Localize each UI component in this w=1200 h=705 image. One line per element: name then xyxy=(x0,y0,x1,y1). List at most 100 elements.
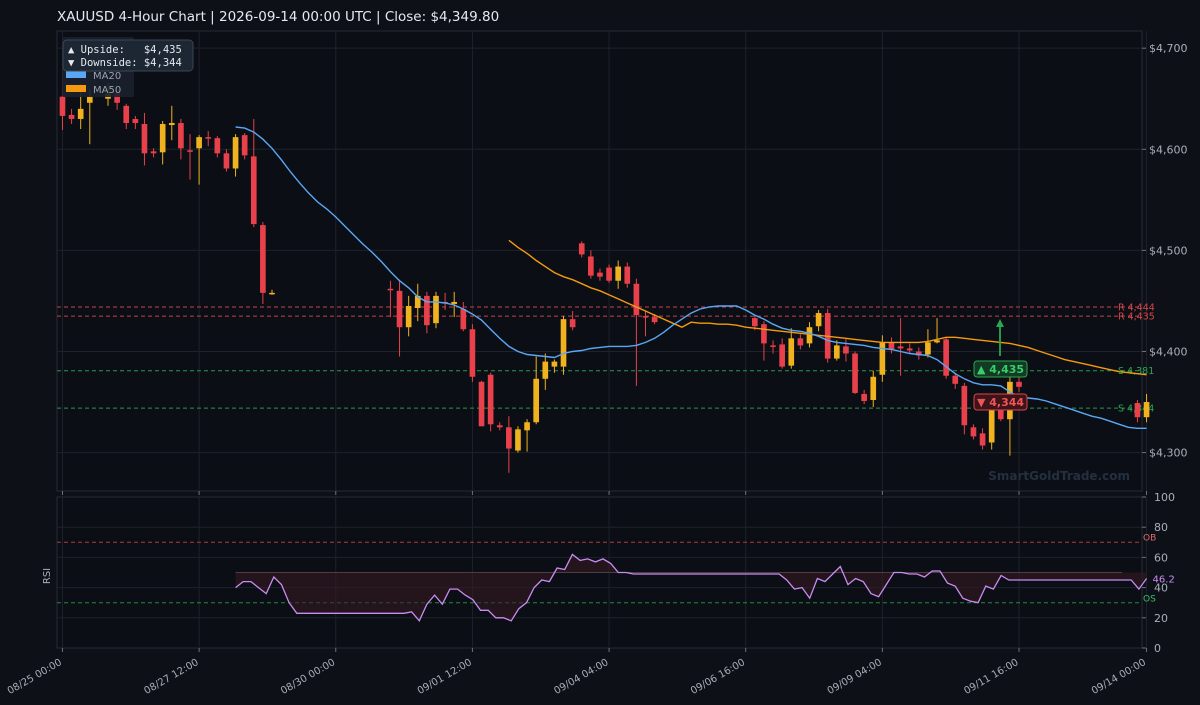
time-tick-label: 08/25 00:00 xyxy=(6,657,64,697)
time-tick-label: 09/04 04:00 xyxy=(552,657,610,697)
candle-body xyxy=(214,138,221,154)
candle-body xyxy=(159,124,166,153)
candle-body xyxy=(797,338,804,346)
candle-body xyxy=(387,288,394,291)
price-tick-label: $4,600 xyxy=(1149,143,1188,156)
candle-body xyxy=(496,425,503,428)
candle-body xyxy=(752,318,758,327)
rsi-tick-label: 100 xyxy=(1154,491,1175,504)
candle-body xyxy=(405,305,412,328)
legend-label-ma50: MA50 xyxy=(93,85,121,96)
candle-body xyxy=(250,156,257,225)
candle-body xyxy=(551,361,558,367)
time-tick-label: 09/09 04:00 xyxy=(826,657,884,697)
rsi-tick-label: 60 xyxy=(1154,551,1168,564)
candle-body xyxy=(260,225,266,293)
candle-body xyxy=(915,351,922,356)
candle-body xyxy=(187,150,193,152)
candle-body xyxy=(633,283,640,316)
rsi-tick-label: 20 xyxy=(1154,612,1168,625)
rsi-line xyxy=(235,553,1148,622)
candle-body xyxy=(460,309,467,330)
candle-body xyxy=(843,346,849,354)
candle-body xyxy=(815,313,822,327)
candle-body xyxy=(833,345,840,359)
candle-body xyxy=(1134,403,1141,418)
candle-body xyxy=(451,301,458,304)
ma20-line xyxy=(235,126,1147,429)
upside-target-label: ▲ 4,435 xyxy=(977,363,1024,376)
rsi-axis-label: RSI xyxy=(42,568,53,584)
candle-body xyxy=(396,290,403,328)
candle-body xyxy=(205,137,212,139)
price-tick-label: $4,400 xyxy=(1149,345,1188,358)
target-box-downside: ▼ Downside: $4,344 xyxy=(68,57,182,69)
watermark: SmartGoldTrade.com xyxy=(988,469,1130,483)
candle-body xyxy=(424,295,430,326)
rsi-overbought-label: OB xyxy=(1143,533,1156,543)
candle-body xyxy=(979,433,986,446)
candle-body xyxy=(806,327,813,344)
candle-body xyxy=(132,118,139,123)
candle-body xyxy=(241,135,248,156)
candle-body xyxy=(997,407,1004,420)
candle-body xyxy=(569,319,576,328)
resistance-level-label: R 4,435 xyxy=(1118,312,1155,323)
target-box-bg xyxy=(62,39,194,72)
time-tick-label: 09/14 00:00 xyxy=(1090,657,1148,697)
candle-body xyxy=(597,272,603,277)
candle-body xyxy=(542,361,549,379)
candle-body xyxy=(861,393,867,402)
candle-body xyxy=(615,266,621,281)
chart-title: XAUUSD 4-Hour Chart | 2026-09-14 00:00 U… xyxy=(57,9,499,25)
rsi-tick-label: 0 xyxy=(1154,642,1161,655)
rsi-oversold-label: OS xyxy=(1143,595,1156,605)
candle-body xyxy=(642,316,649,318)
candle-body xyxy=(232,137,239,169)
candle-body xyxy=(788,338,795,366)
candle-body xyxy=(515,429,521,451)
legend-label-ma20: MA20 xyxy=(93,71,121,82)
candle-body xyxy=(433,295,439,324)
candle-body xyxy=(223,153,230,169)
candle-body xyxy=(506,427,512,449)
candle-body xyxy=(606,267,612,281)
upside-target-badge xyxy=(973,360,1028,378)
candle-body xyxy=(487,374,494,425)
candle-body xyxy=(970,427,977,437)
price-axis: $4,300 $4,400 $4,500 $4,600 $4,700 xyxy=(1142,42,1188,460)
legend-swatch-ma50 xyxy=(66,85,86,92)
candle-body xyxy=(59,96,66,116)
rsi-tick-label: 40 xyxy=(1154,582,1168,595)
candle-body xyxy=(478,381,485,427)
rsi-axis: 0 20 40 60 80 100 OB OS xyxy=(1142,491,1175,655)
candle-body xyxy=(196,137,202,149)
candle-body xyxy=(414,295,421,309)
candle-body xyxy=(906,348,913,351)
price-tick-label: $4,700 xyxy=(1149,42,1188,55)
candle-body xyxy=(651,317,658,323)
time-tick-label: 09/11 16:00 xyxy=(962,657,1020,697)
target-box: ▲ Upside: $4,435 ▼ Downside: $4,344 xyxy=(62,39,194,72)
moving-average-lines xyxy=(235,126,1147,429)
candle-body xyxy=(560,319,567,367)
candle-body xyxy=(77,108,84,119)
candle-body xyxy=(624,266,631,284)
price-tick-label: $4,300 xyxy=(1149,447,1188,460)
rsi-series: 46.2 xyxy=(235,553,1175,622)
candle-body xyxy=(524,422,530,431)
candle-body xyxy=(770,345,776,347)
price-panel xyxy=(56,30,1143,492)
candle-body xyxy=(897,346,904,349)
downside-target-badge xyxy=(973,393,1028,411)
candle-body xyxy=(761,324,767,344)
legend-swatch-ma20 xyxy=(66,71,86,78)
candle-body xyxy=(150,151,157,154)
candle-body xyxy=(588,256,594,276)
candle-body xyxy=(68,114,75,119)
candle-body xyxy=(1143,402,1150,418)
target-box-upside: ▲ Upside: $4,435 xyxy=(68,44,182,56)
candle-body xyxy=(1016,381,1022,387)
candle-body xyxy=(114,92,120,103)
